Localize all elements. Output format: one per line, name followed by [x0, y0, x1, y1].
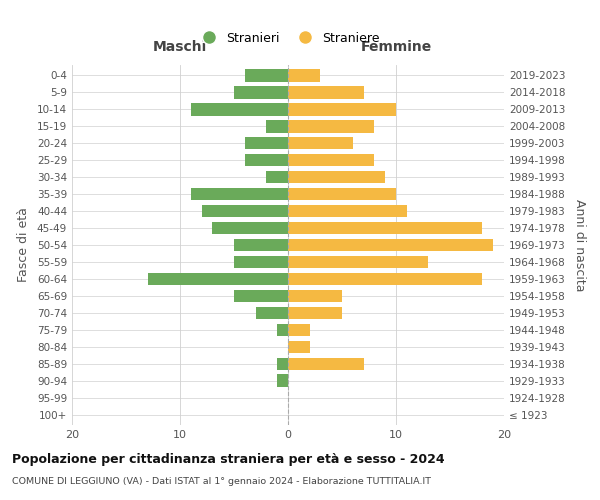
Bar	[191, 188, 288, 200]
Text: Maschi: Maschi	[153, 40, 207, 54]
Bar	[288, 324, 310, 336]
Bar	[288, 136, 353, 149]
Text: Femmine: Femmine	[361, 40, 431, 54]
Bar	[288, 154, 374, 166]
Bar	[288, 86, 364, 99]
Bar	[277, 324, 288, 336]
Bar	[288, 340, 310, 353]
Bar	[234, 86, 288, 99]
Bar	[148, 272, 288, 285]
Bar	[234, 256, 288, 268]
Bar	[245, 69, 288, 82]
Bar	[277, 374, 288, 387]
Bar	[288, 238, 493, 252]
Bar	[245, 154, 288, 166]
Y-axis label: Anni di nascita: Anni di nascita	[572, 198, 586, 291]
Legend: Stranieri, Straniere: Stranieri, Straniere	[193, 28, 383, 48]
Bar	[288, 358, 364, 370]
Bar	[288, 272, 482, 285]
Bar	[288, 256, 428, 268]
Bar	[234, 238, 288, 252]
Bar	[288, 120, 374, 132]
Bar	[288, 222, 482, 234]
Bar	[288, 306, 342, 320]
Text: COMUNE DI LEGGIUNO (VA) - Dati ISTAT al 1° gennaio 2024 - Elaborazione TUTTITALI: COMUNE DI LEGGIUNO (VA) - Dati ISTAT al …	[12, 478, 431, 486]
Bar	[288, 103, 396, 116]
Bar	[266, 170, 288, 183]
Bar	[277, 358, 288, 370]
Bar	[191, 103, 288, 116]
Bar	[202, 204, 288, 218]
Bar	[245, 136, 288, 149]
Bar	[288, 188, 396, 200]
Bar	[288, 290, 342, 302]
Bar	[288, 170, 385, 183]
Bar	[266, 120, 288, 132]
Bar	[288, 69, 320, 82]
Bar	[288, 204, 407, 218]
Bar	[234, 290, 288, 302]
Y-axis label: Fasce di età: Fasce di età	[17, 208, 30, 282]
Bar	[212, 222, 288, 234]
Bar	[256, 306, 288, 320]
Text: Popolazione per cittadinanza straniera per età e sesso - 2024: Popolazione per cittadinanza straniera p…	[12, 452, 445, 466]
